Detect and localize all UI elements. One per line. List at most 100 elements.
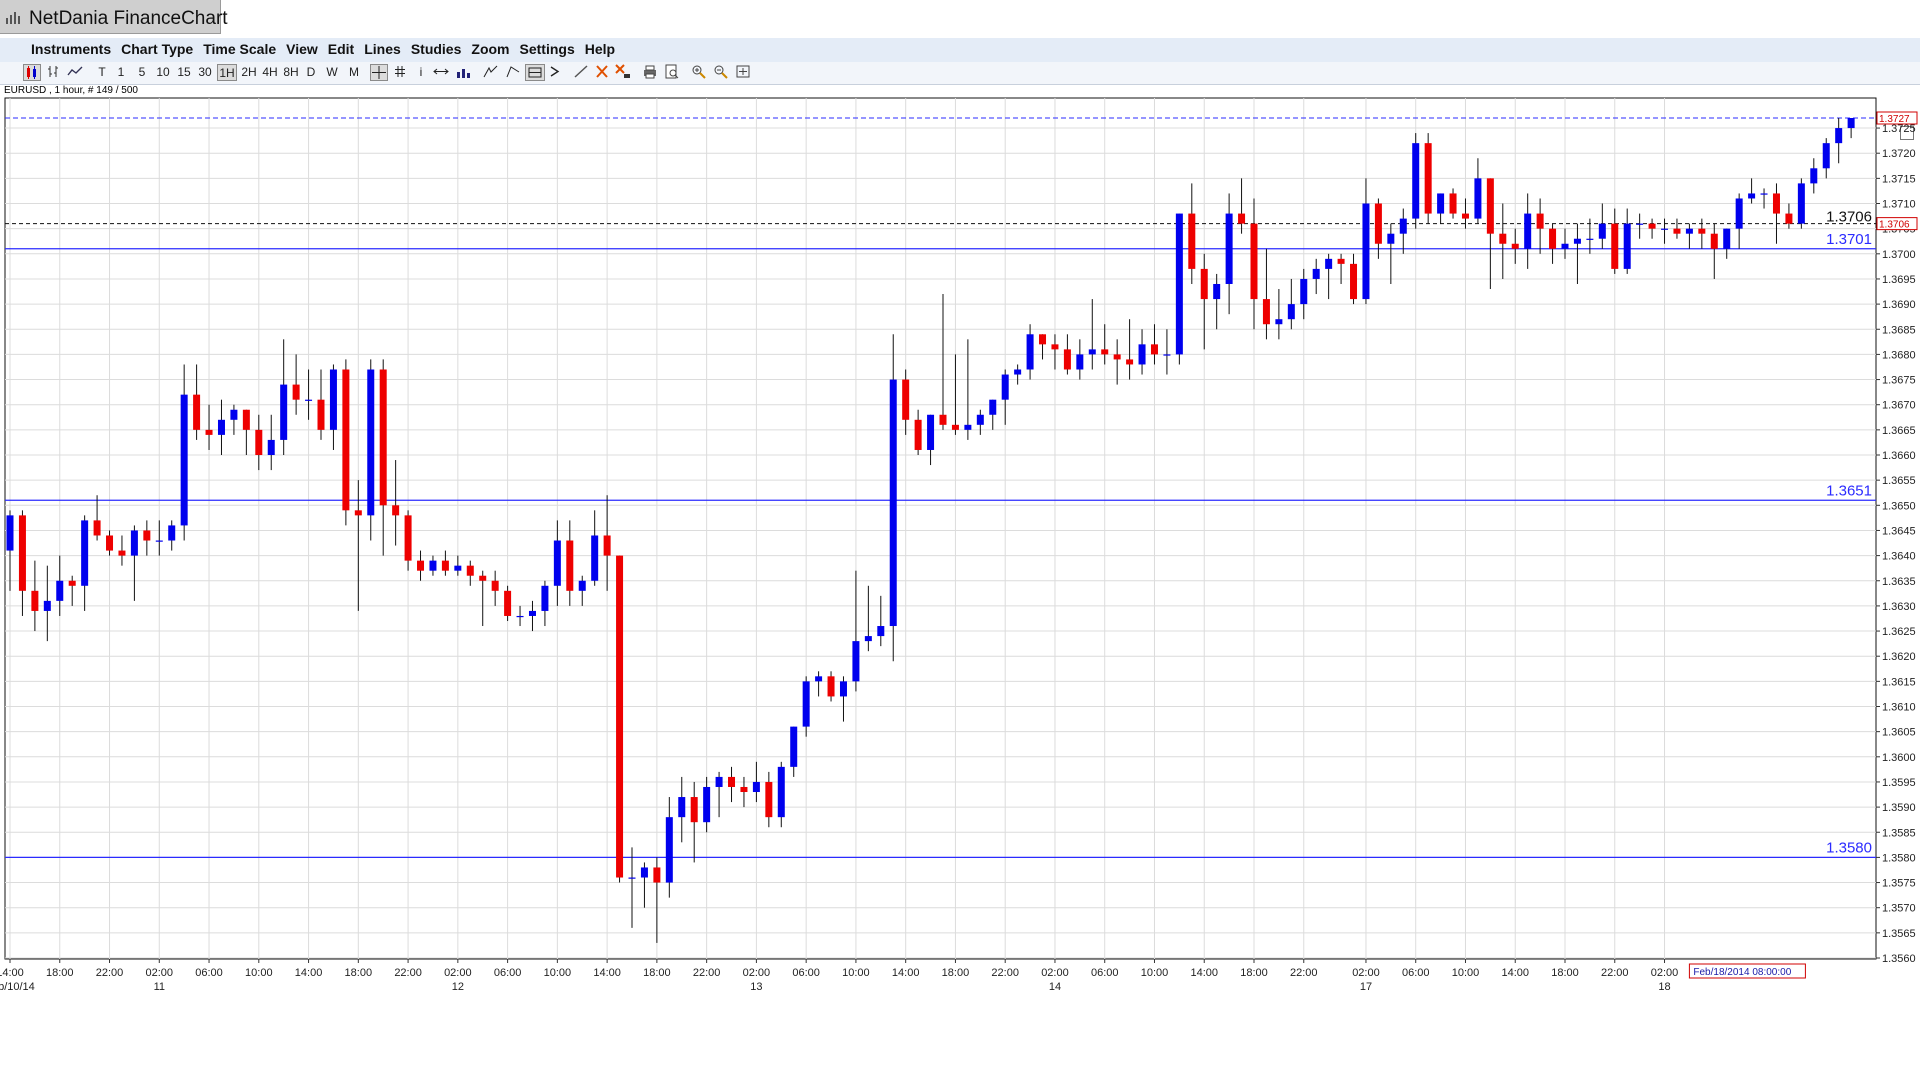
delete-icon[interactable] bbox=[594, 64, 610, 81]
zoom-out-icon[interactable] bbox=[712, 64, 730, 81]
candle bbox=[454, 555, 462, 576]
candle-body bbox=[292, 384, 300, 400]
candle-body bbox=[1723, 228, 1731, 249]
timeframe-1h[interactable]: 1H bbox=[217, 64, 237, 81]
menu-instruments[interactable]: Instruments bbox=[31, 41, 112, 57]
candle-body bbox=[1648, 223, 1656, 229]
timeframe-m[interactable]: M bbox=[349, 65, 359, 79]
menu-edit[interactable]: Edit bbox=[327, 41, 355, 57]
timeframe-4h[interactable]: 4H bbox=[262, 65, 278, 79]
x-tick-label: 14:00 bbox=[1190, 967, 1218, 979]
menu-view[interactable]: View bbox=[286, 41, 318, 57]
scroll-icon[interactable] bbox=[432, 64, 450, 81]
timeframe-8h[interactable]: 8H bbox=[283, 65, 299, 79]
arrow-icon[interactable] bbox=[548, 64, 562, 81]
timeframe-30[interactable]: 30 bbox=[198, 65, 212, 79]
level-label: 1.3651 bbox=[1826, 482, 1872, 499]
candle bbox=[777, 761, 785, 828]
menu-studies[interactable]: Studies bbox=[410, 41, 462, 57]
candle-body bbox=[616, 555, 624, 878]
zoom-in-icon[interactable] bbox=[690, 64, 708, 81]
candlestick-icon[interactable] bbox=[23, 64, 41, 81]
menu-time-scale[interactable]: Time Scale bbox=[203, 41, 277, 57]
y-tick-label: 1.3620 bbox=[1882, 651, 1916, 663]
candle-body bbox=[1150, 344, 1158, 355]
candle-body bbox=[1387, 233, 1395, 244]
candle-body bbox=[1636, 223, 1644, 225]
x-date-label: 13 bbox=[750, 981, 762, 993]
candle-body bbox=[454, 565, 462, 571]
print-preview-icon[interactable] bbox=[663, 64, 681, 81]
candle bbox=[1437, 193, 1445, 224]
title-bar: NetDania FinanceChart bbox=[0, 0, 1920, 38]
volume-icon[interactable] bbox=[454, 64, 472, 81]
candle-body bbox=[367, 369, 375, 516]
candle bbox=[1573, 223, 1581, 284]
candle bbox=[815, 671, 823, 697]
menu-settings[interactable]: Settings bbox=[519, 41, 575, 57]
candle-body bbox=[777, 766, 785, 818]
price-labels: 1.3727 1.3706 Feb/18/2014 08:00:00 bbox=[1688, 111, 1918, 979]
candle bbox=[665, 797, 673, 898]
candle bbox=[1449, 188, 1457, 219]
candle bbox=[927, 414, 935, 466]
grid-icon[interactable] bbox=[392, 64, 408, 81]
print-icon[interactable] bbox=[641, 64, 659, 81]
timeframe-d[interactable]: D bbox=[306, 65, 316, 79]
app-tab[interactable]: NetDania FinanceChart bbox=[0, 0, 228, 34]
level-label: 1.3580 bbox=[1826, 839, 1872, 856]
line-chart-icon[interactable] bbox=[66, 64, 84, 81]
timeframe-1[interactable]: 1 bbox=[117, 65, 125, 79]
candle-body bbox=[740, 786, 748, 793]
cursor-time-label: Feb/18/2014 08:00:00 bbox=[1693, 967, 1791, 978]
candle bbox=[1524, 193, 1532, 269]
timeframe-2h[interactable]: 2H bbox=[241, 65, 257, 79]
menu-zoom[interactable]: Zoom bbox=[471, 41, 510, 57]
line-draw-icon[interactable] bbox=[572, 64, 590, 81]
candle bbox=[1325, 253, 1333, 300]
candle bbox=[603, 495, 611, 591]
candle-body bbox=[1200, 268, 1208, 300]
ohlc-bars-icon[interactable] bbox=[45, 64, 61, 81]
crosshair-icon[interactable] bbox=[370, 64, 388, 81]
menu-help[interactable]: Help bbox=[584, 41, 616, 57]
candle bbox=[628, 847, 636, 928]
candle bbox=[715, 771, 723, 818]
candle-body bbox=[802, 681, 810, 727]
candle bbox=[877, 595, 885, 647]
candle-body bbox=[1113, 354, 1121, 360]
timeframe-w[interactable]: W bbox=[326, 65, 338, 79]
candle-body bbox=[1014, 369, 1022, 375]
candle bbox=[1039, 334, 1047, 360]
y-tick-label: 1.3690 bbox=[1882, 299, 1916, 311]
candle-body bbox=[1399, 218, 1407, 234]
x-tick-label: 22:00 bbox=[96, 967, 124, 979]
candle bbox=[1250, 198, 1258, 330]
candle-body bbox=[354, 510, 362, 516]
trend-icon[interactable] bbox=[482, 64, 500, 81]
menu-chart-type[interactable]: Chart Type bbox=[121, 41, 194, 57]
candle-body bbox=[728, 776, 736, 787]
timeframe-15[interactable]: 15 bbox=[177, 65, 191, 79]
candle bbox=[964, 339, 972, 440]
window-restore-icon[interactable] bbox=[1900, 126, 1914, 140]
info-icon[interactable]: i bbox=[419, 65, 423, 79]
timeframe-5[interactable]: 5 bbox=[138, 65, 146, 79]
fibonacci-icon[interactable] bbox=[525, 64, 545, 81]
timeframe-10[interactable]: 10 bbox=[156, 65, 170, 79]
support-resistance-lines[interactable]: 1.3701 1.3651 1.3580 1.3706 bbox=[5, 117, 1876, 859]
chart-area[interactable]: 1.3701 1.3651 1.3580 1.3706 1.3725 1.3720 1.3… bbox=[0, 96, 1920, 1004]
candle-body bbox=[81, 520, 89, 586]
zoom-fit-icon[interactable] bbox=[734, 64, 752, 81]
menu-lines[interactable]: Lines bbox=[364, 41, 401, 57]
y-tick-label: 1.3630 bbox=[1882, 601, 1916, 613]
delete-all-icon[interactable] bbox=[614, 64, 632, 81]
candle bbox=[1611, 208, 1619, 274]
timeframe-t[interactable]: T bbox=[98, 65, 106, 79]
trend-angle-icon[interactable] bbox=[504, 64, 522, 81]
x-date-label: 12 bbox=[452, 981, 464, 993]
candle bbox=[379, 359, 387, 556]
candle bbox=[180, 364, 188, 541]
y-tick-label: 1.3570 bbox=[1882, 903, 1916, 915]
